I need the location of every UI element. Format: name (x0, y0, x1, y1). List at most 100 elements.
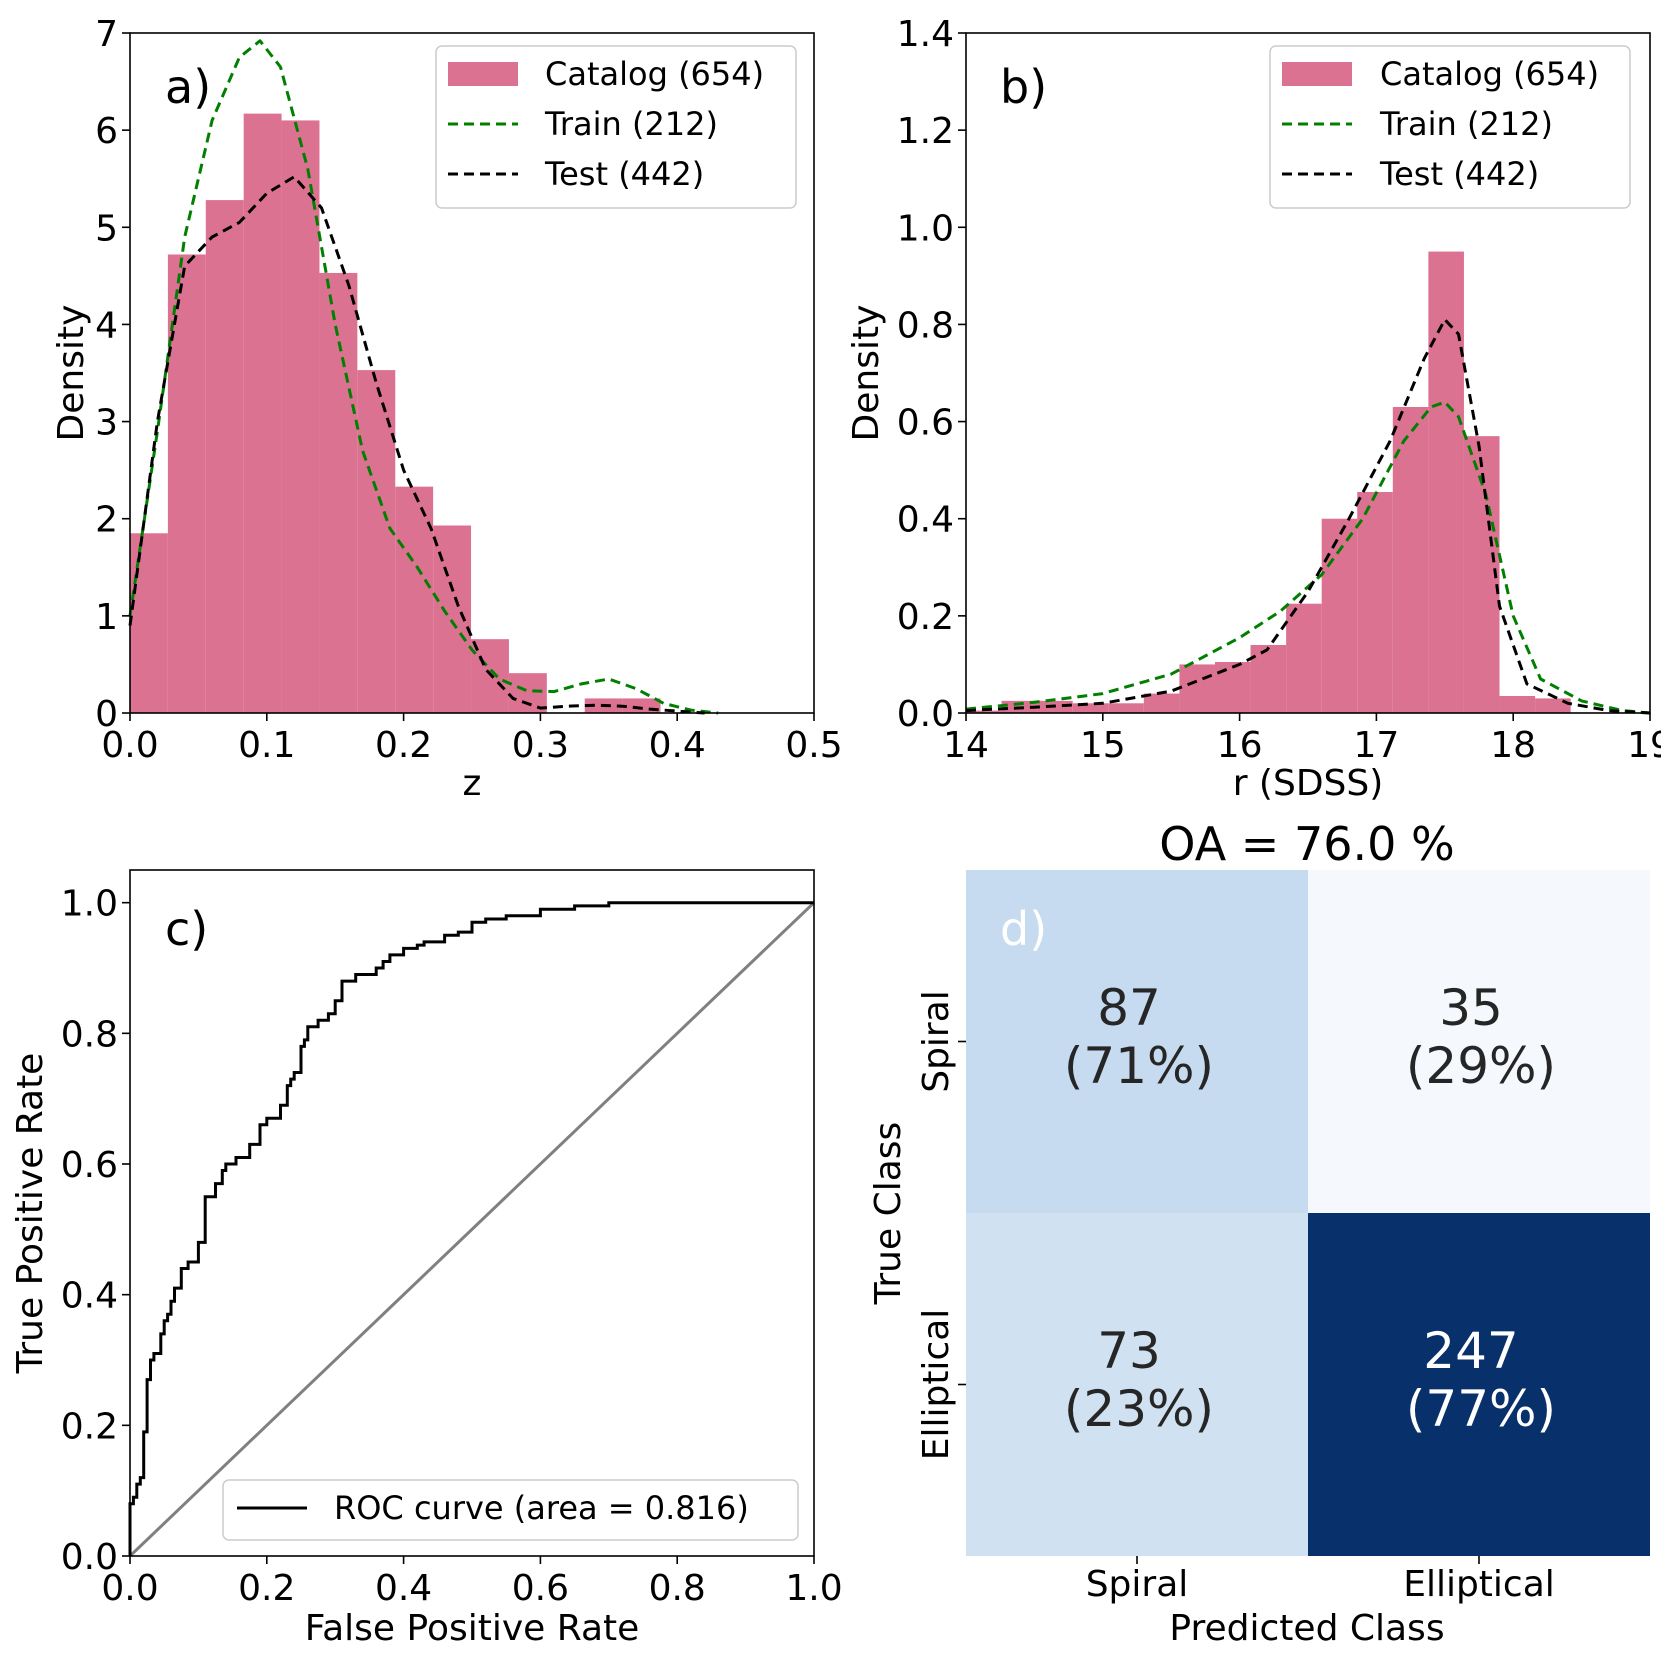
b-kde-test-line (965, 318, 1651, 715)
d-xtick-label: Elliptical (1403, 1564, 1555, 1605)
a-ytick-label: 0 (95, 694, 118, 735)
b-xtick-label: 17 (1353, 725, 1399, 766)
a-hist-bar (205, 200, 244, 714)
d-ytick-label: Spiral (916, 990, 957, 1093)
panel-a-legend: Catalog (654) Train (212) Test (442) (435, 45, 797, 209)
c-xtick-label: 1.0 (785, 1568, 842, 1609)
panel-b-magnitude-histogram: 14 15 16 17 18 19 0.0 0.2 0.4 0.6 0.8 1.0 1.2 1.4 b)… (846, 14, 1661, 804)
c-xtick-label: 0.8 (649, 1568, 706, 1609)
c-xtick-label: 0.2 (238, 1568, 295, 1609)
b-hist-bar (1499, 696, 1536, 713)
panel-a-legend-box (435, 45, 797, 209)
b-hist-bar (1428, 251, 1464, 714)
panel-b-legend-catalog: Catalog (654) (1380, 55, 1599, 93)
d-cell (966, 870, 1308, 1213)
b-xtick-label: 15 (1080, 725, 1126, 766)
panel-d-ylabel: True Class (868, 1122, 909, 1306)
panel-b-legend-train: Train (212) (1379, 105, 1553, 143)
b-ytick-label: 1.0 (897, 208, 954, 249)
b-xtick-label: 16 (1217, 725, 1263, 766)
b-hist-bar (1108, 703, 1144, 713)
d-xtick-label: Spiral (1086, 1564, 1189, 1605)
d-cell-count: 247 (1423, 1322, 1518, 1380)
panel-a-frame (129, 32, 815, 714)
panel-a-legend-train: Train (212) (544, 105, 718, 143)
a-ytick-label: 3 (95, 403, 118, 444)
b-xtick-label: 18 (1490, 725, 1536, 766)
panel-d-label: d) (1000, 902, 1047, 956)
d-cell-percent: (29%) (1406, 1037, 1556, 1095)
c-ytick-label: 0.6 (61, 1145, 118, 1186)
b-hist-bar (1392, 407, 1429, 713)
c-ytick-label: 0.8 (61, 1014, 118, 1055)
c-ytick-label: 0.2 (61, 1406, 118, 1447)
b-hist-bar (1250, 645, 1287, 713)
panel-a-label: a) (165, 60, 211, 114)
panel-c-xlabel: False Positive Rate (305, 1608, 640, 1649)
a-ytick-label: 7 (95, 14, 118, 55)
b-ytick-label: 0.4 (897, 500, 954, 541)
c-xtick-label: 0.6 (512, 1568, 569, 1609)
panel-c-label: c) (165, 902, 208, 956)
d-cell (1308, 870, 1650, 1213)
d-cell-count: 35 (1439, 979, 1503, 1037)
b-hist-bar (1357, 492, 1393, 713)
c-roc-curve-line (128, 901, 814, 1556)
panel-b-label: b) (1000, 60, 1047, 114)
a-hist-bar (130, 533, 168, 713)
b-hist-bar (1286, 603, 1322, 713)
b-kde-train-line (965, 400, 1651, 715)
a-hist-bar (508, 673, 547, 713)
b-hist-bar (1214, 662, 1251, 713)
d-cell-count: 73 (1097, 1322, 1161, 1380)
a-hist-bar (319, 272, 358, 713)
a-hist-bar (167, 254, 206, 713)
panel-b-frame (965, 32, 1651, 714)
panel-a-redshift-histogram: 0.0 0.1 0.2 0.3 0.4 0.5 0 1 2 3 4 5 6 7 a) z Density… (51, 14, 843, 804)
panel-b-ylabel: Density (846, 305, 887, 442)
d-ytick-label: Elliptical (916, 1309, 957, 1461)
b-hist-bar (1179, 664, 1215, 713)
b-ytick-label: 1.4 (897, 14, 954, 55)
c-xtick-label: 0.0 (101, 1568, 158, 1609)
c-ytick-label: 0.0 (61, 1537, 118, 1578)
panel-a-legend-catalog-swatch (448, 62, 518, 86)
b-ytick-label: 0.6 (897, 403, 954, 444)
panel-b-xlabel: r (SDSS) (1233, 763, 1384, 804)
a-kde-test-line (128, 175, 705, 715)
d-cell (1308, 1213, 1650, 1556)
panel-c-frame (129, 869, 815, 1557)
b-ytick-label: 0.2 (897, 597, 954, 638)
a-xtick-label: 0.5 (785, 725, 842, 766)
a-ytick-label: 5 (95, 208, 118, 249)
panel-b-legend: Catalog (654) Train (212) Test (442) (1269, 45, 1631, 209)
d-cell (966, 1213, 1308, 1556)
d-cell-percent: (71%) (1064, 1037, 1214, 1095)
a-xtick-label: 0.0 (101, 725, 158, 766)
a-xtick-label: 0.4 (649, 725, 706, 766)
panel-c-roc-curve: 0.0 0.2 0.4 0.6 0.8 1.0 0.0 0.2 0.4 0.6 0.8 1.0 c)… (10, 869, 843, 1649)
d-cell-percent: (23%) (1064, 1380, 1214, 1438)
panel-b-legend-test: Test (442) (1379, 155, 1539, 193)
b-ytick-label: 0.0 (897, 694, 954, 735)
a-xtick-label: 0.1 (238, 725, 295, 766)
c-chance-diagonal-line (128, 901, 816, 1558)
b-xtick-label: 14 (943, 725, 989, 766)
panel-a-legend-test: Test (442) (544, 155, 704, 193)
c-xtick-label: 0.4 (375, 1568, 432, 1609)
a-xtick-label: 0.2 (375, 725, 432, 766)
b-hist-bar (1072, 703, 1109, 713)
panel-a-legend-catalog: Catalog (654) (545, 55, 764, 93)
a-ytick-label: 1 (95, 597, 118, 638)
b-ytick-label: 0.8 (897, 305, 954, 346)
a-ytick-label: 2 (95, 500, 118, 541)
panel-c-legend: ROC curve (area = 0.816) (222, 1479, 799, 1541)
c-ytick-label: 1.0 (61, 884, 118, 925)
panel-d-xlabel: Predicted Class (1169, 1608, 1444, 1649)
a-hist-bar (471, 639, 509, 713)
a-ytick-label: 4 (95, 305, 118, 346)
a-kde-train-line (128, 39, 719, 715)
a-hist-bar (243, 113, 282, 714)
b-hist-bar (966, 710, 1002, 713)
